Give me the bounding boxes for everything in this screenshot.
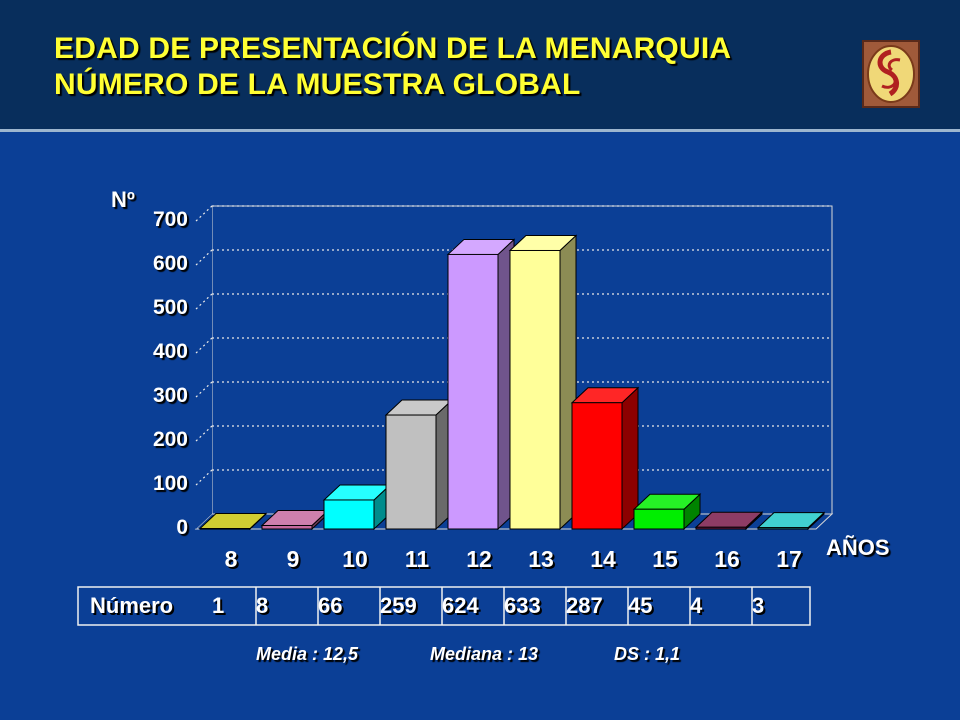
x-tick-label: 14: [590, 546, 616, 572]
x-axis-label: AÑOS: [826, 535, 890, 560]
y-tick-label: 100: [152, 472, 188, 495]
gridline-side: [195, 205, 213, 222]
bar: [632, 493, 702, 531]
x-tick-label-shadow: 11: [407, 548, 432, 574]
x-tick-label: 16: [714, 546, 740, 572]
x-tick-label: 9: [287, 546, 300, 572]
header-divider: [0, 129, 960, 132]
gridline-side: [195, 469, 213, 486]
table-value-shadow: 287: [568, 595, 605, 620]
table-value: 3: [752, 593, 764, 618]
table-value: 4: [690, 593, 703, 618]
bar-front: [695, 526, 747, 530]
x-tick-label: 10: [342, 546, 368, 572]
bar-front: [261, 524, 313, 530]
bar: [198, 512, 268, 531]
stat-media: Media : 12,5: [256, 644, 359, 664]
y-tick-label: 700: [152, 208, 188, 231]
table-value-shadow: 4: [692, 595, 705, 620]
bar-front: [571, 402, 623, 530]
table-value: 66: [318, 593, 342, 618]
bar: [260, 509, 330, 531]
bar: [446, 238, 516, 531]
table-value-shadow: 259: [382, 595, 419, 620]
table-label: Número: [90, 593, 173, 618]
y-tick-label: 400: [152, 340, 188, 363]
table-value: 624: [442, 593, 479, 618]
x-tick-label: 11: [405, 546, 430, 572]
x-tick-label: 13: [528, 546, 554, 572]
x-tick-label: 17: [776, 546, 802, 572]
table-value: 1: [212, 593, 224, 618]
x-tick-label-shadow: 8: [227, 548, 240, 574]
x-tick-label-shadow: 10: [344, 548, 370, 574]
y-tick-label: 300: [152, 384, 188, 407]
bar: [322, 483, 392, 531]
x-tick-label: 15: [652, 546, 678, 572]
title-line-2: NÚMERO DE LA MUESTRA GLOBAL: [54, 68, 581, 101]
gridline-side: [195, 381, 213, 398]
bar-front: [199, 528, 251, 530]
bar-front: [509, 249, 561, 530]
data-table: [77, 586, 811, 626]
table-label-shadow: Número: [92, 595, 175, 620]
table-value: 633: [504, 593, 541, 618]
chart-side-wall: [196, 206, 212, 529]
table-value: 45: [628, 593, 652, 618]
bar: [756, 511, 826, 531]
bar-front: [323, 499, 375, 530]
bar-front: [633, 508, 685, 530]
bar-front: [385, 414, 437, 530]
bar: [508, 234, 578, 531]
gridline-side: [195, 293, 213, 310]
gridline-side: [195, 425, 213, 442]
table-value-shadow: 66: [320, 595, 344, 620]
spiral-emblem-icon: [862, 40, 920, 108]
stat-mediana: Mediana : 13: [430, 644, 539, 664]
table-value-shadow: 45: [630, 595, 654, 620]
table-value-shadow: 3: [754, 595, 766, 620]
bar-front: [447, 253, 499, 530]
bar-front: [757, 527, 809, 530]
x-tick-label: 12: [466, 546, 492, 572]
x-tick-label-shadow: 15: [654, 548, 680, 574]
y-tick-label: 600: [152, 252, 188, 275]
table-value: 259: [380, 593, 417, 618]
table-value-shadow: 624: [444, 595, 481, 620]
x-tick-label-shadow: 13: [530, 548, 556, 574]
gridline-side: [195, 249, 213, 266]
x-tick-label-shadow: 12: [468, 548, 494, 574]
header-band: [0, 0, 960, 131]
y-tick-label: 500: [152, 296, 188, 319]
bar: [384, 398, 454, 531]
y-tick-label: 200: [152, 428, 188, 451]
x-tick-label-shadow: 14: [592, 548, 618, 574]
y-axis-label: Nº: [111, 187, 135, 212]
title-line-1: EDAD DE PRESENTACIÓN DE LA MENARQUIA: [54, 32, 732, 65]
bar: [694, 511, 764, 531]
bar: [570, 386, 640, 531]
x-tick-label-shadow: 17: [778, 548, 804, 574]
table-value: 8: [256, 593, 268, 618]
stat-ds: DS : 1,1: [614, 644, 681, 664]
gridline-side: [195, 337, 213, 354]
table-value-shadow: 1: [214, 595, 226, 620]
x-tick-label-shadow: 9: [289, 548, 302, 574]
x-tick-label-shadow: 16: [716, 548, 742, 574]
table-value-shadow: 8: [258, 595, 270, 620]
table-value: 287: [566, 593, 603, 618]
y-tick-label: 0: [176, 516, 188, 539]
table-value-shadow: 633: [506, 595, 543, 620]
x-tick-label: 8: [225, 546, 238, 572]
